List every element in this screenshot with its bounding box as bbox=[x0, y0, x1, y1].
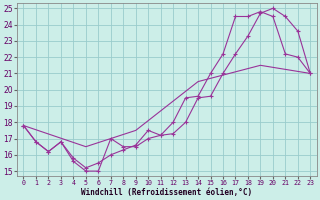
X-axis label: Windchill (Refroidissement éolien,°C): Windchill (Refroidissement éolien,°C) bbox=[81, 188, 252, 197]
